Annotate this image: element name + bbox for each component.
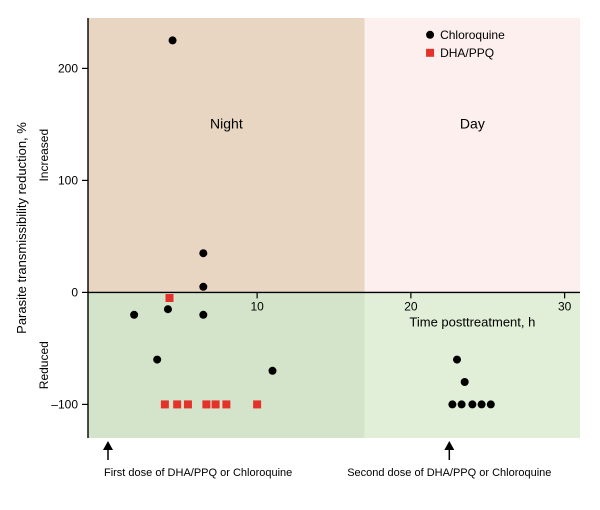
y-tick-label: 0 xyxy=(71,285,78,299)
scatter-chart: 0 100 200 –100 10 20 30 Time posttreatment, h Pa… xyxy=(0,0,600,510)
x-tick-label: 30 xyxy=(558,299,572,313)
dose-arrow-head xyxy=(444,441,454,450)
region-night-upper xyxy=(88,18,365,292)
legend-marker-circle xyxy=(426,31,434,39)
y-tick-label: –100 xyxy=(51,397,78,411)
point-DHA/PPQ xyxy=(173,400,181,408)
point-Chloroquine xyxy=(448,400,456,408)
point-Chloroquine xyxy=(199,283,207,291)
point-Chloroquine xyxy=(478,400,486,408)
x-tick-label: 20 xyxy=(404,299,418,313)
side-label-increased: Increased xyxy=(37,129,51,182)
y-tick-label: 100 xyxy=(58,173,78,187)
point-Chloroquine xyxy=(130,311,138,319)
point-Chloroquine xyxy=(461,378,469,386)
point-Chloroquine xyxy=(153,356,161,364)
point-Chloroquine xyxy=(199,249,207,257)
region-night-lower xyxy=(88,292,365,438)
point-DHA/PPQ xyxy=(202,400,210,408)
point-Chloroquine xyxy=(199,311,207,319)
legend-label: DHA/PPQ xyxy=(440,46,494,60)
legend-marker-square xyxy=(426,49,434,57)
chart-container: 0 100 200 –100 10 20 30 Time posttreatment, h Pa… xyxy=(0,0,600,510)
point-DHA/PPQ xyxy=(184,400,192,408)
point-DHA/PPQ xyxy=(161,400,169,408)
point-DHA/PPQ xyxy=(165,294,173,302)
point-DHA/PPQ xyxy=(212,400,220,408)
dose-arrow-head xyxy=(103,441,113,450)
x-axis-title: Time posttreatment, h xyxy=(409,314,535,329)
point-Chloroquine xyxy=(468,400,476,408)
point-DHA/PPQ xyxy=(222,400,230,408)
region-label-day: Day xyxy=(460,115,485,131)
point-Chloroquine xyxy=(269,367,277,375)
legend-label: Chloroquine xyxy=(440,28,505,42)
point-Chloroquine xyxy=(458,400,466,408)
side-label-reduced: Reduced xyxy=(37,341,51,389)
point-Chloroquine xyxy=(164,305,172,313)
dose-arrow-label: Second dose of DHA/PPQ or Chloroquine xyxy=(347,467,551,479)
y-tick-label: 200 xyxy=(58,61,78,75)
point-Chloroquine xyxy=(453,356,461,364)
x-tick-label: 10 xyxy=(250,299,264,313)
y-axis-title: Parasite transmissibility reduction, % xyxy=(14,122,29,334)
dose-arrow-label: First dose of DHA/PPQ or Chloroquine xyxy=(104,467,292,479)
point-Chloroquine xyxy=(169,36,177,44)
point-DHA/PPQ xyxy=(253,400,261,408)
point-Chloroquine xyxy=(487,400,495,408)
region-label-night: Night xyxy=(210,115,243,131)
